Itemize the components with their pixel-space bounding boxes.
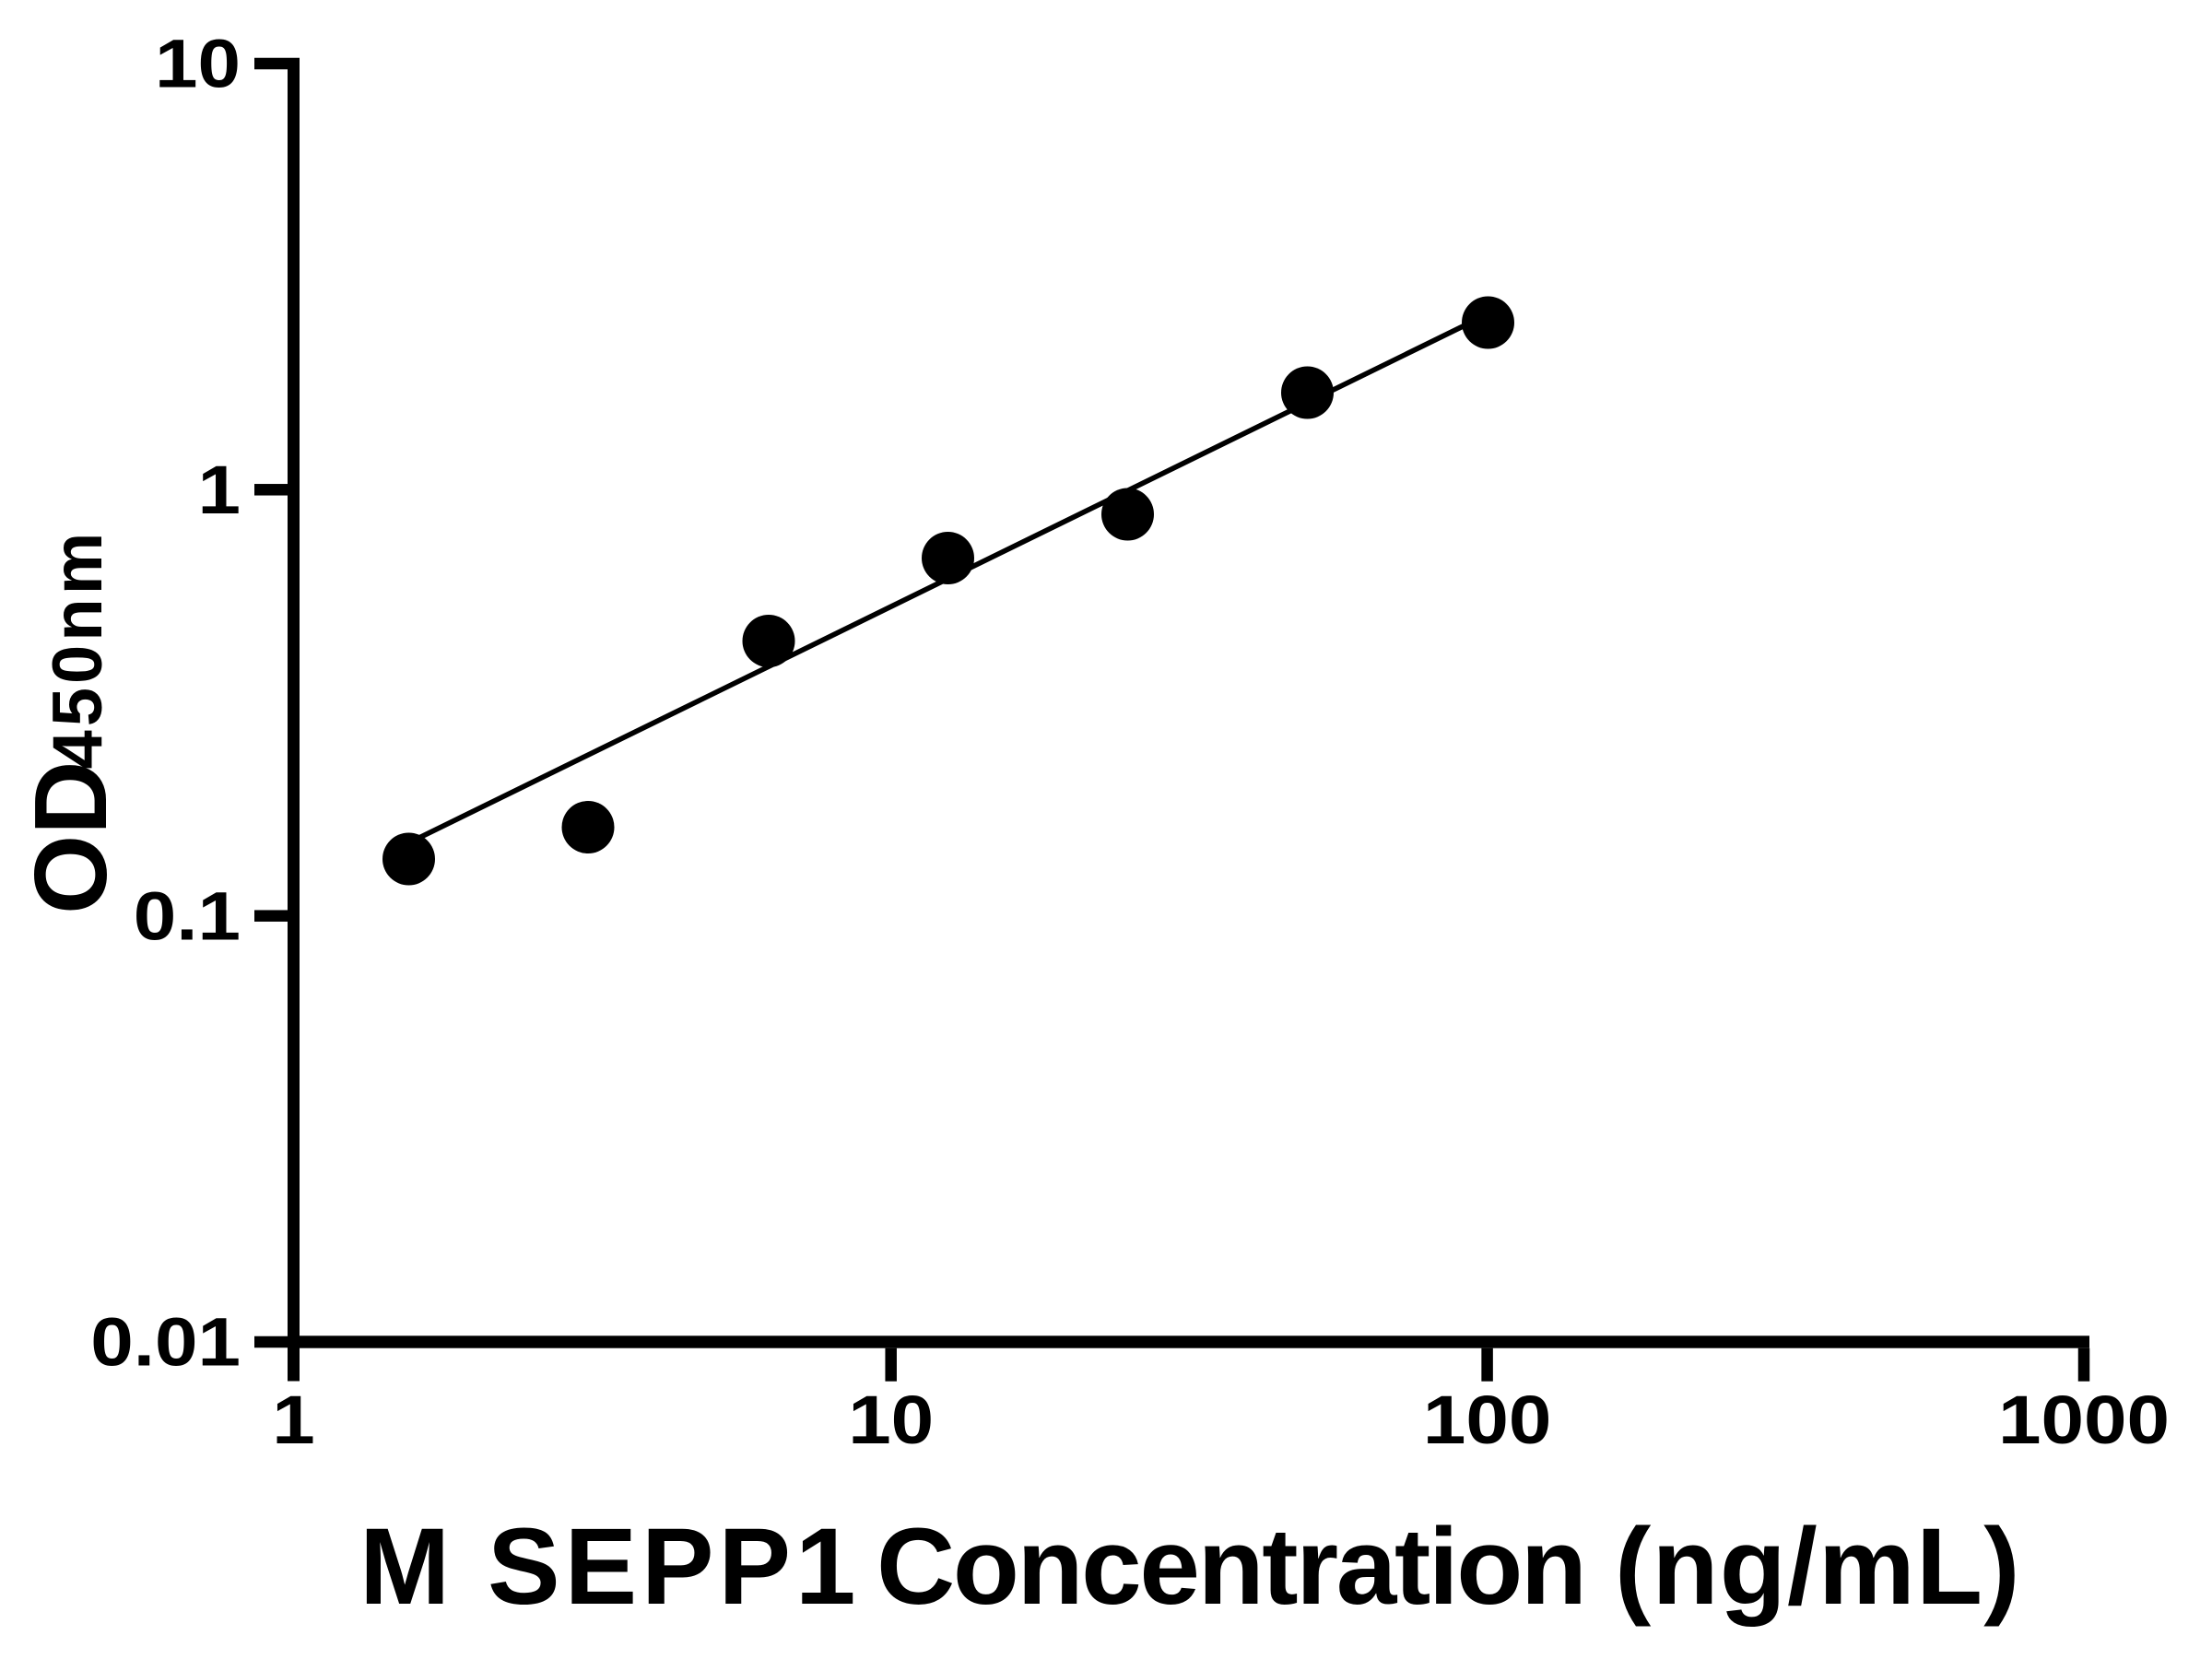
svg-text:10: 10 (848, 1382, 934, 1458)
svg-text:1: 1 (272, 1382, 314, 1458)
svg-text:OD: OD (14, 761, 128, 915)
svg-text:450nm: 450nm (39, 529, 117, 770)
svg-text:10: 10 (155, 26, 241, 101)
svg-text:0.1: 0.1 (134, 878, 241, 954)
svg-text:SEPP1: SEPP1 (488, 1506, 860, 1628)
svg-text:1: 1 (198, 452, 241, 527)
svg-text:M: M (359, 1506, 450, 1628)
svg-text:100: 100 (1423, 1382, 1551, 1458)
svg-text:(ng/mL): (ng/mL) (1615, 1506, 2021, 1628)
svg-text:1000: 1000 (1998, 1382, 2170, 1458)
svg-text:Concentration: Concentration (877, 1506, 1585, 1628)
svg-text:0.01: 0.01 (90, 1304, 241, 1380)
